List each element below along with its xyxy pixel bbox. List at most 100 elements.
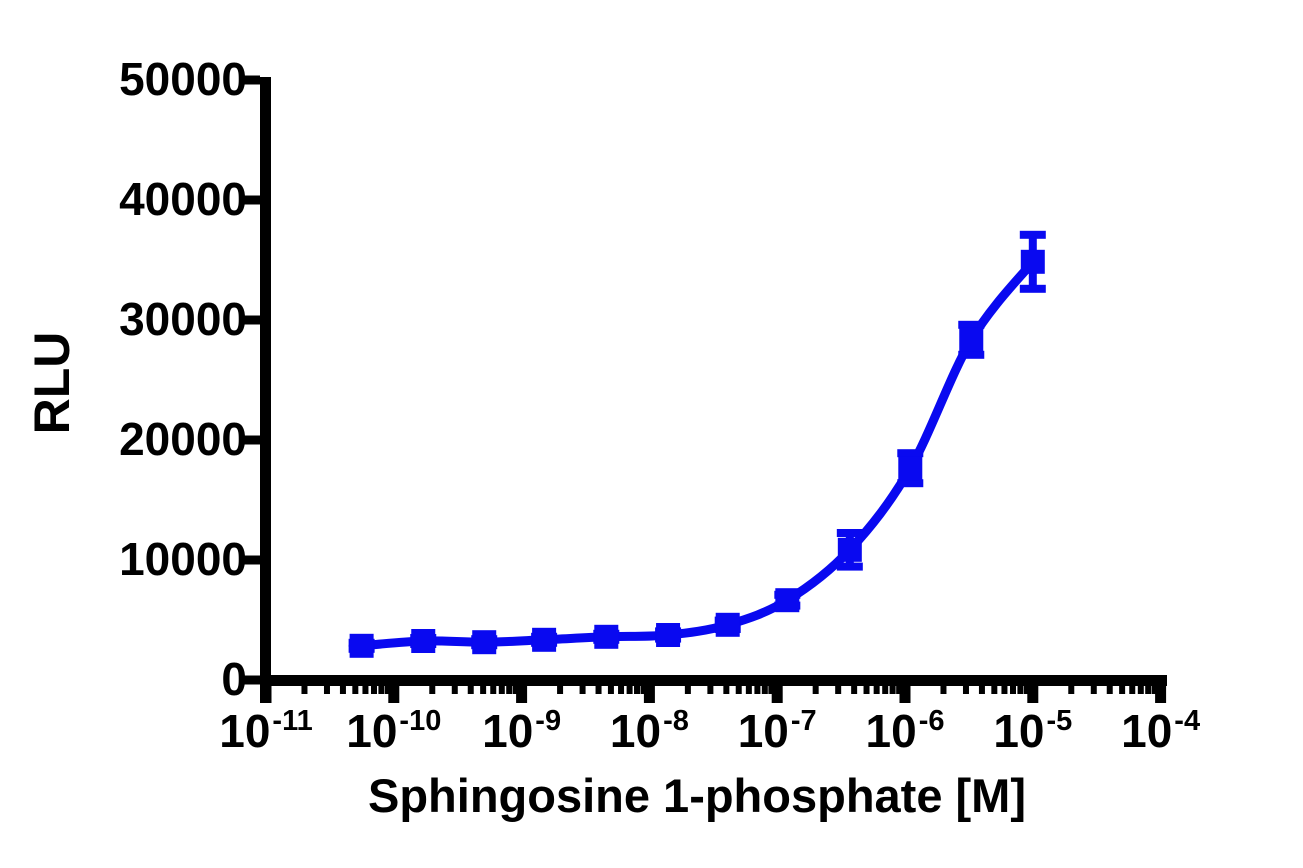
x-minor-tick-mark <box>1090 686 1097 694</box>
x-minor-tick-mark <box>640 686 647 694</box>
x-minor-tick-mark <box>723 686 730 694</box>
x-minor-tick-mark <box>595 686 602 694</box>
x-minor-tick-mark <box>1017 686 1024 694</box>
x-minor-tick-mark <box>1129 686 1136 694</box>
y-tick-mark <box>244 435 260 445</box>
x-major-tick-mark <box>516 686 528 703</box>
error-bar-cap-bottom <box>958 350 985 359</box>
x-tick-label: 10-10 <box>346 705 441 757</box>
x-minor-tick-mark <box>467 686 474 694</box>
y-axis-title: RLU <box>24 332 80 435</box>
error-bar-cap-bottom <box>897 479 924 488</box>
y-tick-label: 50000 <box>119 53 247 105</box>
x-minor-tick-mark <box>384 686 391 694</box>
x-minor-tick-mark <box>835 686 842 694</box>
x-minor-tick-mark <box>626 686 633 694</box>
x-minor-tick-mark <box>480 686 487 694</box>
x-major-tick-mark <box>643 686 655 703</box>
x-minor-tick-mark <box>768 686 775 694</box>
x-minor-tick-mark <box>873 686 880 694</box>
y-tick-mark <box>244 195 260 205</box>
x-minor-tick-mark <box>371 686 378 694</box>
tick-labels: 0 10000 20000 30000 40000 50000 10-11 10-10 10-9… <box>119 53 1200 757</box>
x-minor-tick-mark <box>761 686 768 694</box>
data-point-marker <box>532 627 557 652</box>
error-bar-cap-bottom <box>836 562 863 571</box>
x-tick-label: 10-4 <box>1121 705 1200 757</box>
x-minor-tick-mark <box>896 686 903 694</box>
data-point-marker <box>411 629 436 653</box>
axes <box>244 75 1167 703</box>
x-minor-tick-mark <box>352 686 359 694</box>
x-major-tick-mark <box>260 686 272 703</box>
x-minor-tick-mark <box>490 686 497 694</box>
x-minor-tick-mark <box>707 686 714 694</box>
y-tick-label: 30000 <box>119 293 247 345</box>
x-minor-tick-mark <box>978 686 985 694</box>
y-tick-label: 0 <box>221 653 247 705</box>
x-minor-tick-mark <box>498 686 505 694</box>
error-bar-cap-bottom <box>1019 284 1046 293</box>
data-point-marker <box>472 630 497 655</box>
x-minor-tick-mark <box>323 686 330 694</box>
data-series <box>348 230 1046 658</box>
x-minor-tick-mark <box>940 686 947 694</box>
x-minor-tick-mark <box>1137 686 1144 694</box>
x-minor-tick-mark <box>812 686 819 694</box>
y-tick-label: 20000 <box>119 413 247 465</box>
x-tick-label: 10-7 <box>738 705 817 757</box>
y-tick-mark <box>244 555 260 565</box>
x-minor-tick-mark <box>512 686 519 694</box>
data-point-marker <box>837 537 862 562</box>
x-minor-tick-mark <box>863 686 870 694</box>
x-tick-label: 10-8 <box>610 705 689 757</box>
x-minor-tick-mark <box>962 686 969 694</box>
data-point-marker <box>959 327 984 352</box>
error-bar-cap-top <box>836 529 863 537</box>
x-minor-tick-mark <box>684 686 691 694</box>
x-minor-tick-mark <box>607 686 614 694</box>
x-minor-tick-mark <box>429 686 436 694</box>
x-minor-tick-mark <box>1106 686 1113 694</box>
x-minor-tick-mark <box>362 686 369 694</box>
x-minor-tick-mark <box>1001 686 1008 694</box>
x-minor-tick-mark <box>1023 686 1030 694</box>
x-minor-tick-mark <box>735 686 742 694</box>
data-point-marker <box>1020 249 1045 274</box>
x-minor-tick-mark <box>991 686 998 694</box>
x-minor-tick-mark <box>1119 686 1126 694</box>
data-point-marker <box>898 456 923 481</box>
x-minor-tick-mark <box>579 686 586 694</box>
y-tick-label: 10000 <box>119 533 247 585</box>
x-major-tick-mark <box>899 686 911 703</box>
x-minor-tick-mark <box>1145 686 1152 694</box>
fit-curve <box>357 257 1038 651</box>
x-minor-tick-mark <box>634 686 641 694</box>
data-point-marker <box>656 623 681 647</box>
x-minor-tick-mark <box>1068 686 1075 694</box>
error-bar-cap-top <box>958 320 985 329</box>
x-minor-tick-mark <box>754 686 761 694</box>
error-bar-cap-top <box>1019 230 1046 239</box>
x-minor-tick-mark <box>301 686 308 694</box>
y-axis-line <box>260 77 271 703</box>
x-major-tick-mark <box>1027 686 1039 703</box>
x-minor-tick-mark <box>1010 686 1017 694</box>
x-minor-tick-mark <box>339 686 346 694</box>
data-point-marker <box>349 633 374 658</box>
y-tick-label: 40000 <box>119 173 247 225</box>
x-minor-tick-mark <box>557 686 564 694</box>
x-major-tick-mark <box>771 686 783 703</box>
y-tick-mark <box>244 315 260 325</box>
x-minor-tick-mark <box>451 686 458 694</box>
x-minor-tick-mark <box>1151 686 1158 694</box>
x-major-tick-mark <box>1155 686 1167 703</box>
x-minor-tick-mark <box>889 686 896 694</box>
error-bar-cap-top <box>897 449 924 458</box>
x-tick-label: 10-5 <box>993 705 1072 757</box>
x-minor-tick-mark <box>851 686 858 694</box>
x-tick-label: 10-6 <box>866 705 945 757</box>
x-tick-label: 10-9 <box>482 705 561 757</box>
x-minor-tick-mark <box>882 686 889 694</box>
